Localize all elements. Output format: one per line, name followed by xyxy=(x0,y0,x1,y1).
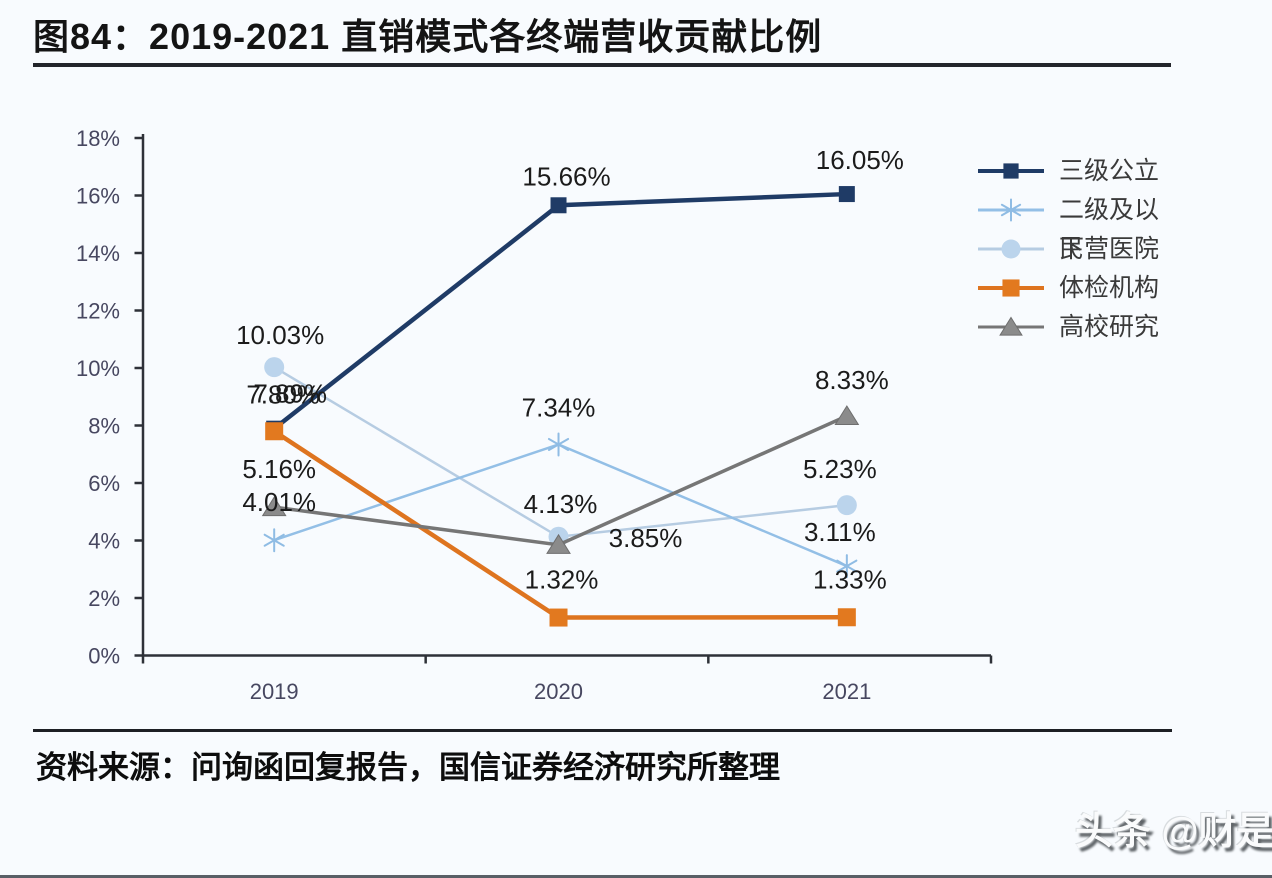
source-text: 资料来源：问询函回复报告，国信证券经济研究所整理 xyxy=(36,750,780,785)
svg-text:5.16%: 5.16% xyxy=(242,454,316,484)
svg-text:2%: 2% xyxy=(88,586,120,611)
legend-square-marker-icon xyxy=(978,279,1044,297)
legend-item-grade2-and-below: 二级及以下 xyxy=(977,191,1187,263)
svg-text:2021: 2021 xyxy=(822,679,871,704)
source-divider xyxy=(33,729,1172,732)
svg-text:3.11%: 3.11% xyxy=(804,517,876,547)
legend-triangle-marker-icon xyxy=(978,316,1044,336)
svg-text:1.33%: 1.33% xyxy=(813,564,887,594)
watermark-text: 头条 @财是 xyxy=(1075,811,1272,853)
svg-text:3.85%: 3.85% xyxy=(609,523,683,553)
legend-square-marker-icon xyxy=(978,163,1044,179)
svg-text:4%: 4% xyxy=(88,529,120,554)
svg-text:4.13%: 4.13% xyxy=(524,489,598,519)
svg-text:10%: 10% xyxy=(76,356,120,381)
svg-text:15.66%: 15.66% xyxy=(522,161,610,191)
svg-text:1.32%: 1.32% xyxy=(525,565,599,595)
svg-text:18%: 18% xyxy=(76,126,120,151)
svg-text:7.89%: 7.89% xyxy=(253,379,327,409)
chart-legend: 三级公立 二级及以下 民营医院 体检机构 高校研究 xyxy=(977,152,1187,362)
legend-label: 三级公立 xyxy=(1059,157,1160,185)
svg-text:4.01%: 4.01% xyxy=(242,487,316,517)
bottom-edge-strip xyxy=(0,875,1272,878)
legend-label: 高校研究 xyxy=(1059,313,1160,341)
legend-label: 民营医院 xyxy=(1059,235,1160,263)
svg-text:8.33%: 8.33% xyxy=(815,365,889,395)
legend-item-grade3-public: 三级公立 xyxy=(977,152,1187,191)
svg-text:12%: 12% xyxy=(76,299,120,324)
figure-title: 图84：2019-2021 直销模式各终端营收贡献比例 xyxy=(33,16,823,57)
svg-text:7.34%: 7.34% xyxy=(522,392,596,422)
svg-text:5.23%: 5.23% xyxy=(803,454,877,484)
svg-text:8%: 8% xyxy=(88,414,120,439)
title-divider xyxy=(33,63,1171,67)
svg-text:10.03%: 10.03% xyxy=(236,320,324,350)
legend-item-university-research: 高校研究 xyxy=(977,308,1187,347)
svg-text:16%: 16% xyxy=(76,184,120,209)
legend-item-checkup-agency: 体检机构 xyxy=(977,269,1187,308)
svg-text:16.05%: 16.05% xyxy=(816,145,904,175)
svg-text:14%: 14% xyxy=(76,241,120,266)
svg-text:2019: 2019 xyxy=(250,679,299,704)
legend-label: 体检机构 xyxy=(1059,274,1160,302)
legend-item-private-hospital: 民营医院 xyxy=(977,230,1187,269)
legend-circle-marker-icon xyxy=(978,239,1044,259)
svg-text:0%: 0% xyxy=(88,644,120,669)
svg-text:6%: 6% xyxy=(88,471,120,496)
legend-asterisk-marker-icon xyxy=(978,198,1044,222)
svg-text:7.80%: 7.80% xyxy=(246,379,320,409)
legend-label: 二级及以下 xyxy=(1059,196,1160,263)
svg-text:2020: 2020 xyxy=(534,679,583,704)
